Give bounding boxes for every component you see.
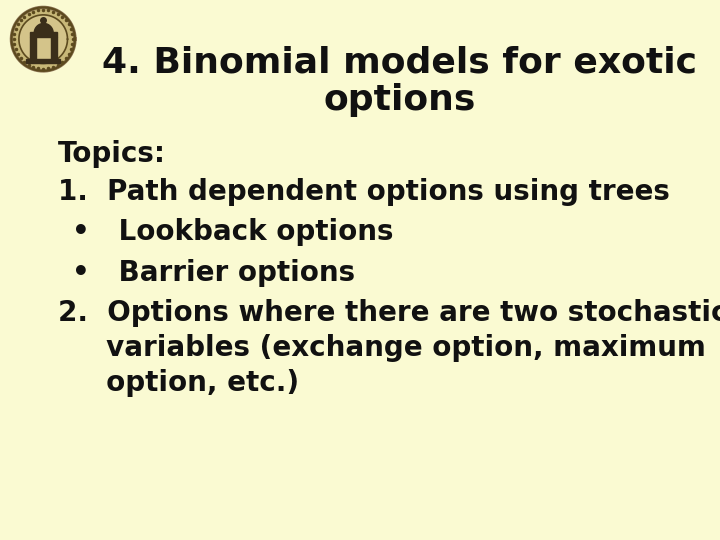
Text: Topics:: Topics: [58, 140, 166, 168]
Text: option, etc.): option, etc.) [58, 369, 299, 397]
Text: options: options [323, 83, 476, 117]
Text: •   Barrier options: • Barrier options [72, 259, 355, 287]
Text: 2.  Options where there are two stochastic: 2. Options where there are two stochasti… [58, 299, 720, 327]
Bar [27, 59, 60, 63]
Text: 4. Binomial models for exotic: 4. Binomial models for exotic [102, 45, 697, 79]
Bar [30, 37, 36, 59]
Bar [30, 32, 57, 37]
Circle shape [12, 8, 75, 71]
Circle shape [19, 15, 68, 63]
Text: variables (exchange option, maximum: variables (exchange option, maximum [58, 334, 706, 362]
Bar [50, 37, 57, 59]
Text: •   Lookback options: • Lookback options [72, 218, 394, 246]
Text: 1.  Path dependent options using trees: 1. Path dependent options using trees [58, 178, 670, 206]
